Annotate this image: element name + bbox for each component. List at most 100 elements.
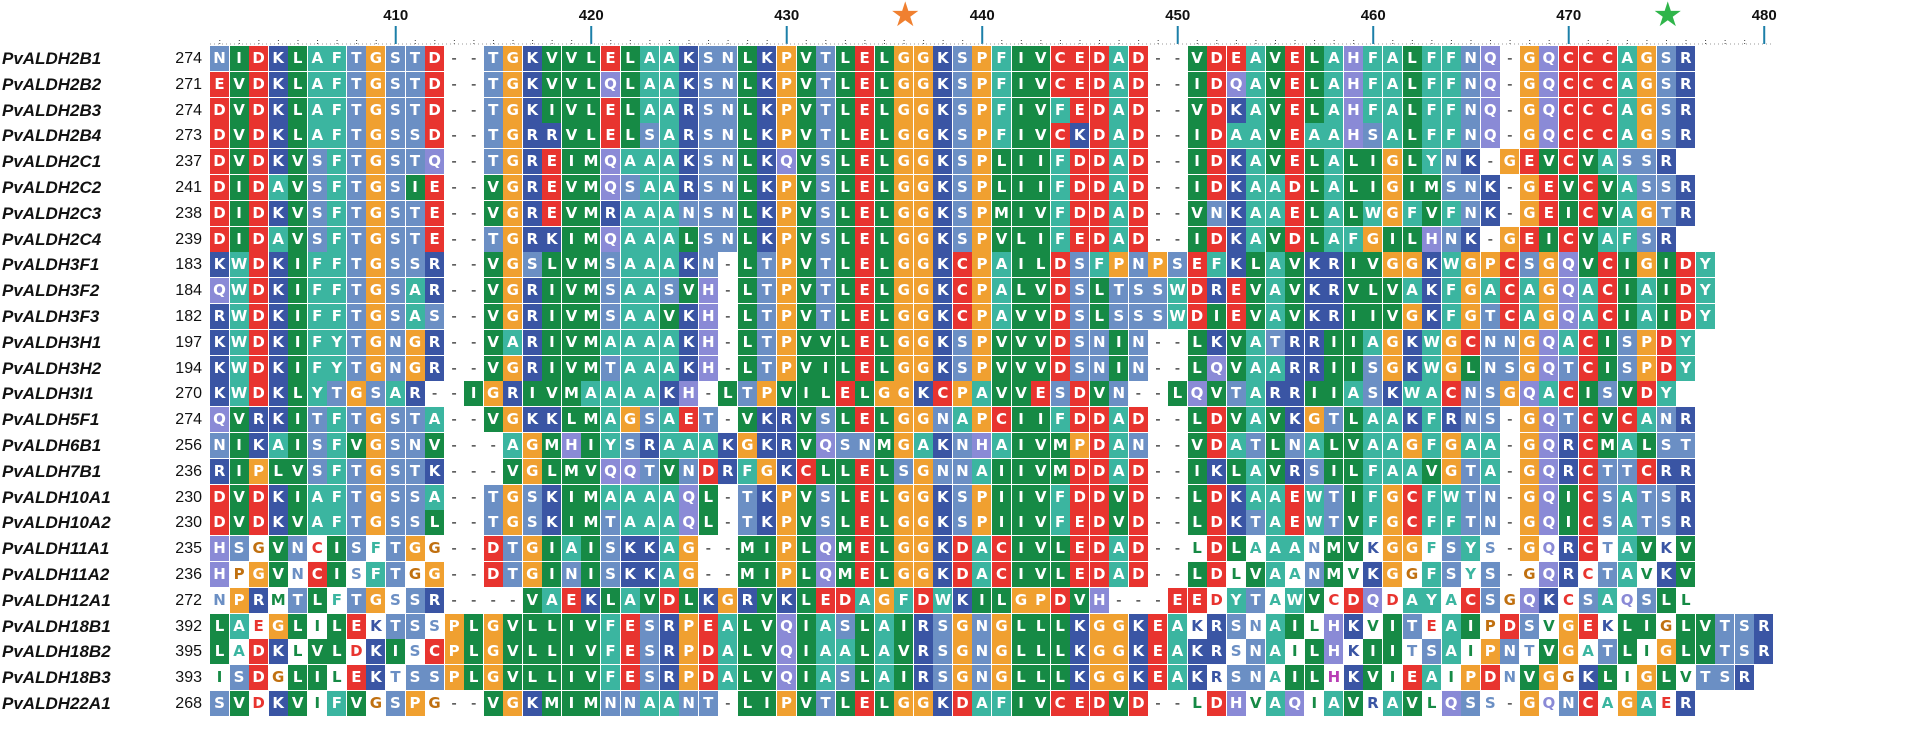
residue-cell: A [1324,123,1344,149]
residue-cell: Q [1539,484,1559,510]
residue-cell: A [972,536,992,562]
residue-cell: P [952,381,972,407]
residue-cell: A [972,562,992,587]
alignment-gap: - [725,487,731,506]
sequence-start-position: 197 [175,333,202,351]
residue-cell: V [1598,407,1618,433]
residue-cell: E [855,691,875,716]
residue-cell: G [522,562,542,587]
residue-cell: V [1031,458,1051,484]
residue-cell: D [1089,536,1109,562]
residue-cell: Q [1539,536,1559,562]
residue-cell: S [1656,71,1676,97]
alignment-gap: - [1174,49,1181,67]
residue-cell: R [1656,458,1676,484]
residue-cell: K [1226,510,1246,536]
ruler-tick-label: 470 [1556,7,1581,24]
residue-cell: G [1383,510,1403,536]
residue-cell: L [874,691,894,716]
residue-cell: L [737,123,757,149]
residue-cell: Q [1519,381,1539,407]
residue-cell: G [894,200,914,226]
residue-cell: V [659,304,679,329]
residue-cell: G [425,562,445,587]
residue-cell: A [1246,71,1266,97]
alignment-gap: - [470,49,477,67]
residue-cell: L [835,123,855,149]
residue-cell: K [679,46,699,71]
residue-cell: T [1656,200,1676,226]
residue-cell: A [659,510,679,536]
residue-cell: F [1050,200,1070,226]
sequence-start-position: 271 [175,75,202,93]
residue-cell: T [346,252,366,278]
residue-cell: L [464,613,484,639]
residue-cell: I [307,691,327,716]
residue-cell: K [581,587,601,613]
alignment-gap: - [470,307,477,325]
residue-cell: R [1207,613,1227,639]
residue-cell: A [1109,97,1129,123]
residue-cell: V [483,329,503,355]
sequence-start-position: 274 [175,411,202,429]
residue-cell: L [1402,97,1422,123]
residue-cell: F [894,587,914,613]
residue-cell: K [1402,355,1422,381]
residue-cell: R [640,433,660,458]
residue-cell: L [307,587,327,613]
residue-cell: D [425,97,445,123]
residue-cell: L [874,252,894,278]
residue-cell: A [1480,433,1500,458]
residue-cell: R [425,587,445,613]
residue-cell: Q [210,407,230,433]
residue-cell: S [229,665,249,691]
residue-cell: K [776,458,796,484]
residue-cell: G [249,562,269,587]
residue-cell: L [737,71,757,97]
residue-cell: F [601,665,621,691]
residue-cell: K [1402,329,1422,355]
residue-cell: I [1109,329,1129,355]
sequence-name: PvALDH2B4 [2,126,102,146]
residue-cell: K [425,458,445,484]
residue-cell: G [1519,510,1539,536]
residue-cell: T [483,484,503,510]
residue-cell: Q [776,665,796,691]
residue-cell: Q [210,278,230,304]
residue-cell: S [522,252,542,278]
sequence-start-position: 230 [175,488,202,506]
residue-cell: G [992,613,1012,639]
residue-cell: D [1207,510,1227,536]
residue-cell: V [1031,200,1051,226]
alignment-gap: - [1174,126,1181,145]
residue-cell: T [346,304,366,329]
residue-cell: Y [1461,536,1481,562]
residue-cell: L [835,200,855,226]
residue-cell: I [1011,149,1031,175]
residue-cell: S [816,510,836,536]
residue-cell: G [503,46,523,71]
residue-cell: G [366,123,386,149]
residue-cell: D [1128,149,1148,175]
residue-cell: A [1383,458,1403,484]
residue-cell: K [268,329,288,355]
residue-cell: V [1676,562,1696,587]
residue-cell: A [1265,252,1285,278]
residue-cell: L [1187,510,1207,536]
residue-cell: A [1109,433,1129,458]
residue-cell: C [1578,536,1598,562]
residue-cell: T [1109,278,1129,304]
residue-cell: C [425,639,445,665]
residue-cell: P [776,691,796,716]
residue-cell: H [1343,123,1363,149]
residue-cell: Y [1695,278,1715,304]
sequence-start-position: 274 [175,101,202,119]
residue-cell: K [268,71,288,97]
residue-cell: V [757,613,777,639]
residue-cell: A [268,175,288,200]
residue-cell: F [307,304,327,329]
residue-cell: E [855,407,875,433]
residue-cell: S [952,123,972,149]
residue-cell: V [561,71,581,97]
residue-cell: K [542,484,562,510]
